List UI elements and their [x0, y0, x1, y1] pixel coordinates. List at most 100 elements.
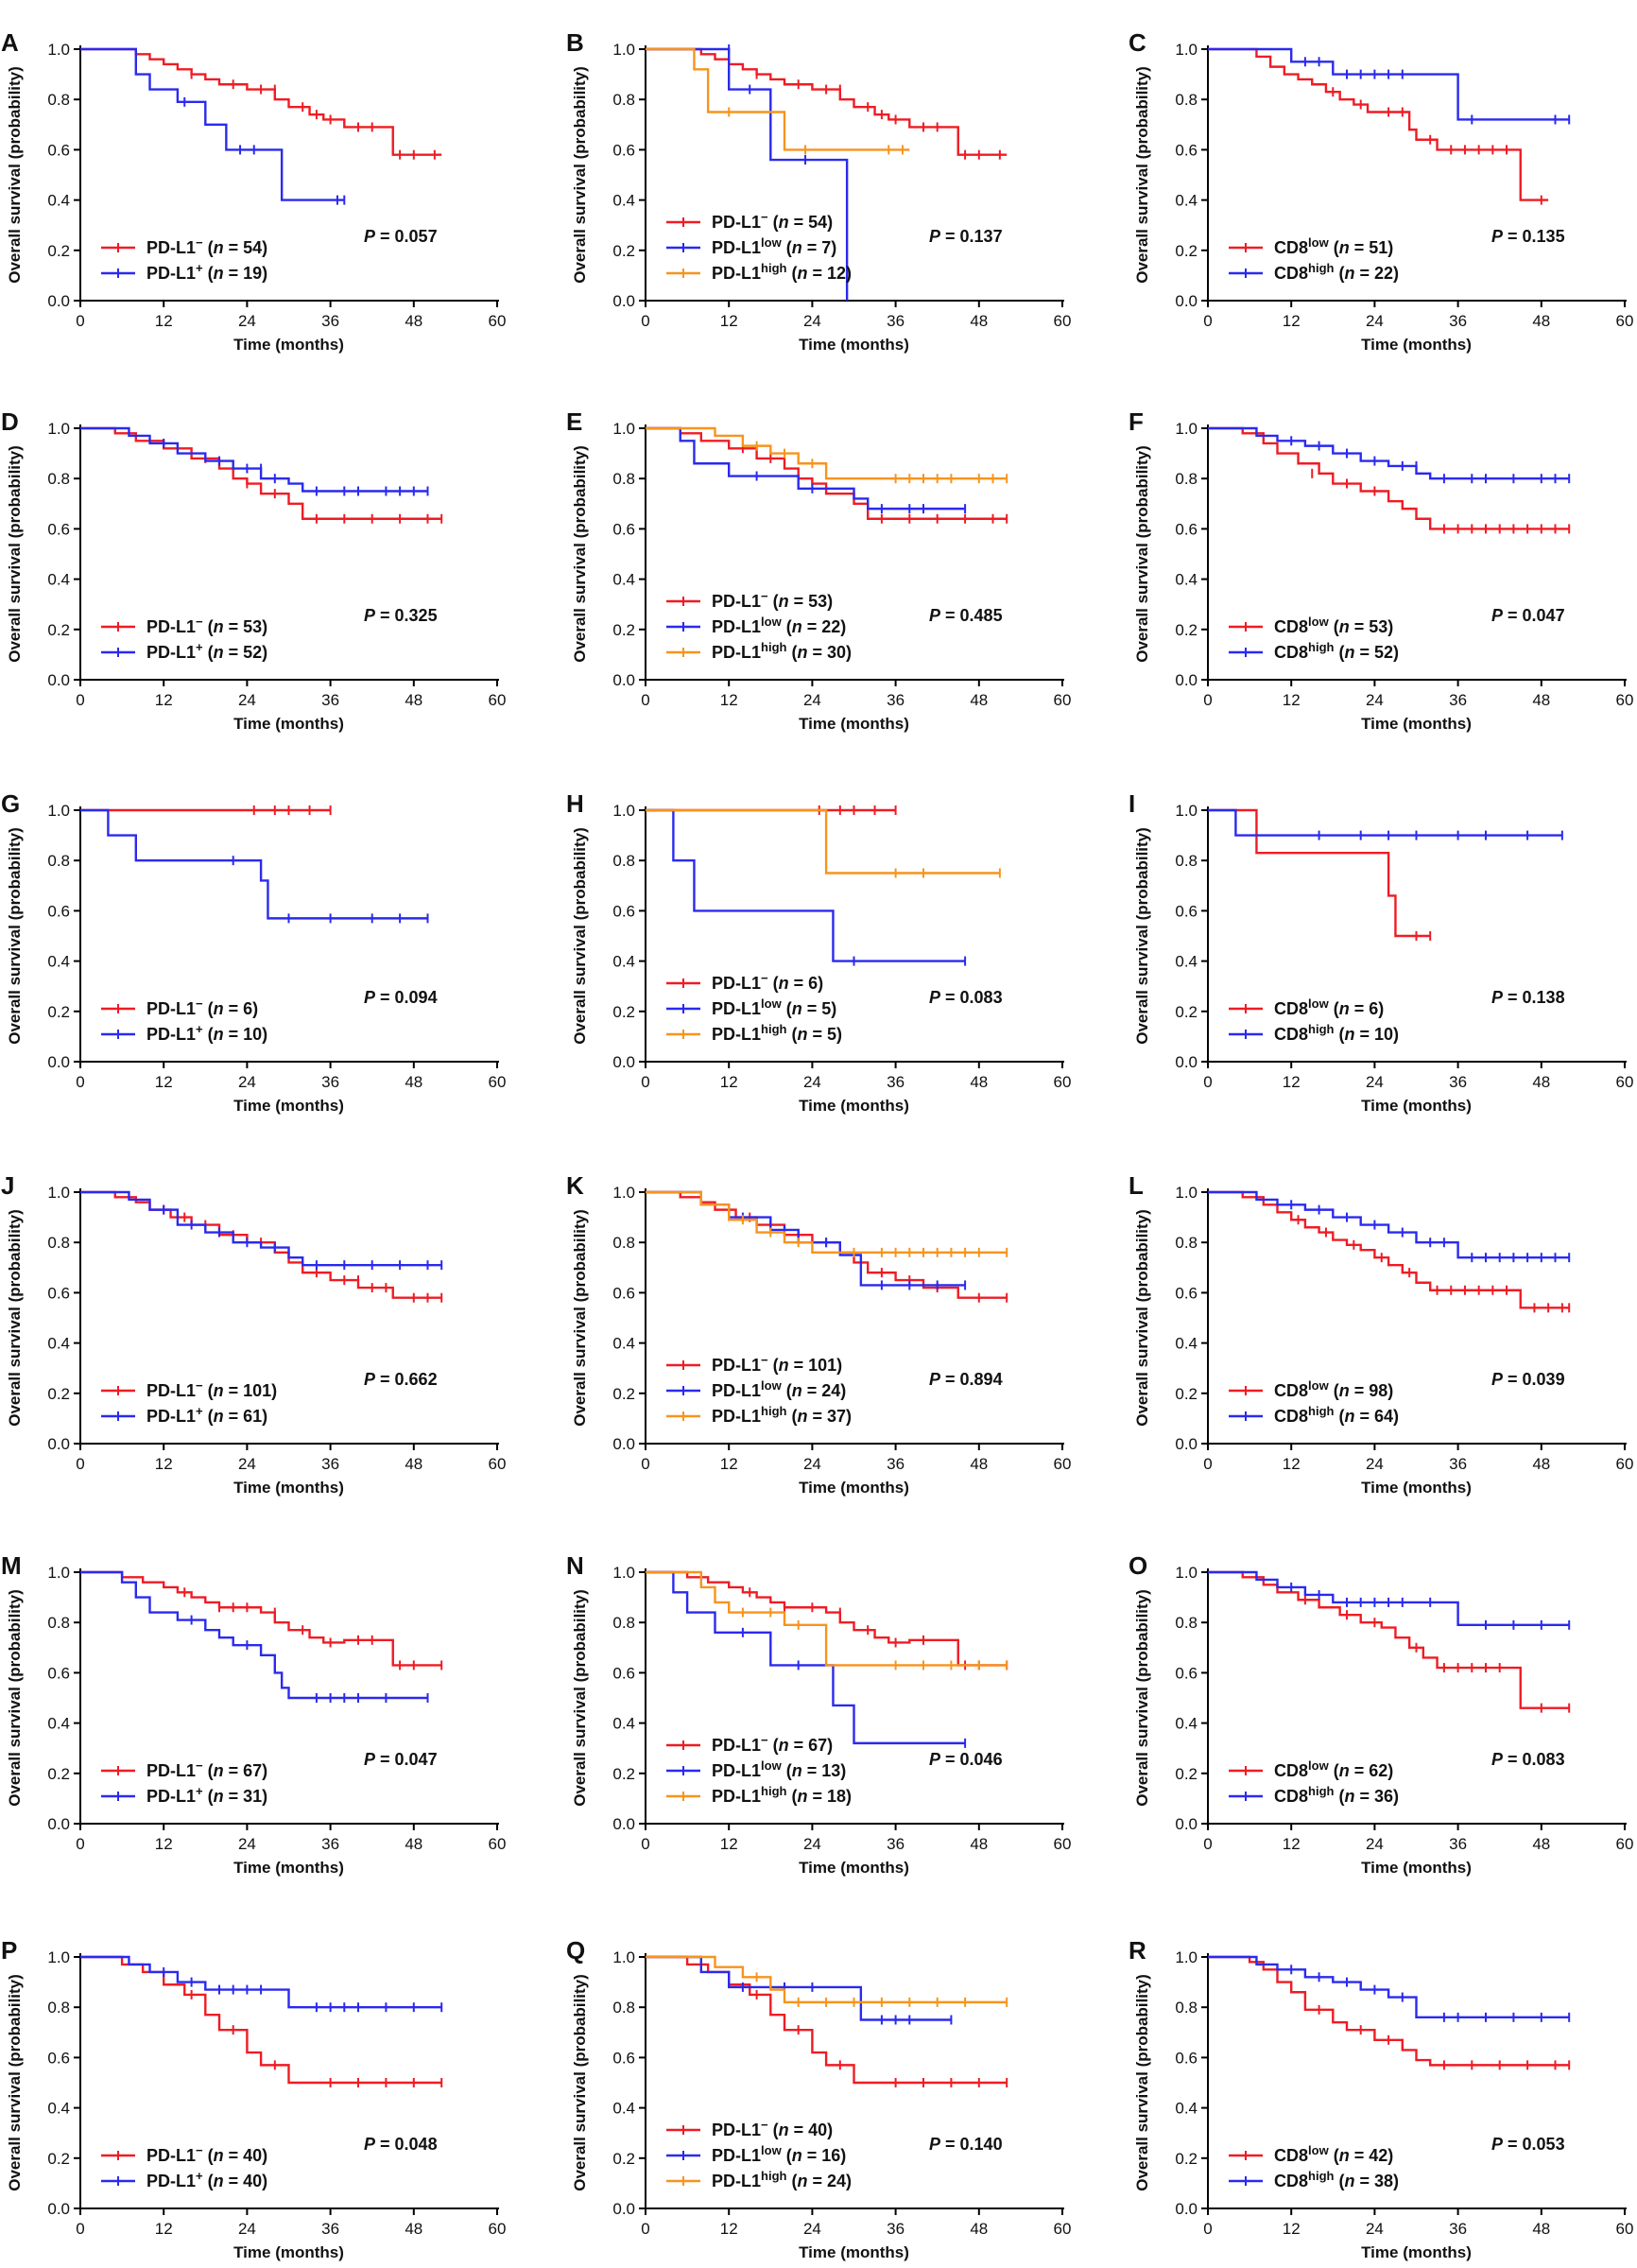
panel-letter: Q: [566, 1936, 585, 1965]
x-tick-label: 60: [1616, 691, 1634, 709]
series-cd8-low: CD8low (n = 6): [1208, 808, 1432, 1019]
x-tick-label: 24: [238, 1455, 256, 1473]
y-tick-label: 0.6: [612, 902, 635, 920]
y-tick-label: 0.0: [612, 671, 635, 689]
y-tick-label: 0.4: [612, 571, 635, 589]
p-value: P = 0.138: [1491, 988, 1565, 1007]
y-tick-label: 0.8: [47, 1999, 70, 2017]
x-tick-label: 0: [641, 691, 649, 709]
legend-label: PD-L1− (n = 40): [712, 2118, 833, 2140]
x-tick-label: 24: [1366, 691, 1384, 709]
series-cd8-low: CD8low (n = 98): [1208, 1190, 1571, 1400]
series-pdl1-neg: PD-L1− (n = 40): [646, 1955, 1008, 2140]
x-tick-label: 24: [1366, 1455, 1384, 1473]
x-tick-label: 60: [1054, 691, 1072, 709]
series-pdl1-low: PD-L1low (n = 5): [646, 808, 967, 1018]
y-tick-label: 0.8: [612, 470, 635, 488]
p-value: P = 0.485: [929, 606, 1003, 625]
y-tick-label: 1.0: [612, 41, 635, 59]
x-tick-label: 12: [1283, 1073, 1301, 1091]
x-tick-label: 12: [720, 1455, 738, 1473]
panel-letter: O: [1129, 1551, 1147, 1580]
x-tick-label: 0: [1203, 1835, 1212, 1853]
legend-label: CD8low (n = 51): [1274, 235, 1393, 258]
survival-curve: [80, 1570, 442, 1667]
series-pdl1-low: PD-L1low (n = 13): [646, 1570, 967, 1781]
y-tick-label: 1.0: [1175, 1184, 1198, 1202]
x-tick-label: 36: [887, 691, 905, 709]
x-tick-label: 12: [1283, 312, 1301, 330]
y-tick-label: 0.6: [47, 2049, 70, 2067]
y-tick-label: 0.2: [47, 2150, 70, 2168]
panel-letter: E: [566, 407, 582, 436]
y-tick-label: 1.0: [47, 1564, 70, 1582]
x-tick-label: 48: [970, 1455, 988, 1473]
x-axis-label: Time (months): [1361, 715, 1472, 733]
km-panel-k: K 0.0 0.2 0.4 0.6 0.8 1.0 0 12 24 36 48 60 Time (mont…: [566, 1171, 1071, 1497]
x-tick-label: 0: [641, 312, 649, 330]
x-tick-label: 36: [321, 1835, 339, 1853]
series-pdl1-neg: PD-L1− (n = 54): [646, 47, 1008, 232]
x-axis-label: Time (months): [799, 1097, 909, 1115]
y-tick-label: 1.0: [1175, 802, 1198, 820]
y-tick-label: 0.6: [612, 1664, 635, 1682]
legend-label: CD8high (n = 22): [1274, 261, 1399, 284]
y-tick-label: 0.2: [612, 1385, 635, 1403]
y-tick-label: 0.6: [47, 520, 70, 538]
y-tick-label: 0.2: [1175, 2150, 1198, 2168]
y-tick-label: 0.0: [612, 1815, 635, 1833]
series-pdl1-neg: PD-L1− (n = 67): [646, 1570, 1008, 1755]
y-tick-label: 0.0: [612, 292, 635, 310]
x-axis-label: Time (months): [233, 1859, 344, 1877]
panel-letter: D: [1, 407, 19, 436]
x-tick-label: 48: [970, 2220, 988, 2238]
y-axis-label: Overall survival (probability): [1133, 1974, 1151, 2191]
survival-curve: [1208, 426, 1570, 480]
panel-letter: G: [1, 789, 20, 818]
p-value: P = 0.094: [364, 988, 438, 1007]
x-tick-label: 60: [1616, 1073, 1634, 1091]
series-cd8-low: CD8low (n = 62): [1208, 1570, 1571, 1780]
x-tick-label: 60: [489, 691, 507, 709]
x-axis-label: Time (months): [233, 715, 344, 733]
y-tick-label: 1.0: [612, 802, 635, 820]
series-cd8-low: CD8low (n = 51): [1208, 47, 1549, 258]
x-tick-label: 0: [1203, 691, 1212, 709]
y-tick-label: 1.0: [1175, 1948, 1198, 1966]
x-tick-label: 48: [1532, 691, 1550, 709]
panel-letter: K: [566, 1171, 584, 1200]
p-value: P = 0.046: [929, 1750, 1003, 1769]
y-tick-label: 0.2: [612, 2150, 635, 2168]
x-tick-label: 60: [489, 312, 507, 330]
x-axis-label: Time (months): [233, 336, 344, 354]
x-tick-label: 0: [1203, 312, 1212, 330]
y-tick-label: 0.2: [612, 621, 635, 639]
x-tick-label: 48: [405, 1835, 422, 1853]
series-pdl1-neg: PD-L1− (n = 101): [80, 1190, 443, 1400]
legend-label: PD-L1− (n = 54): [146, 235, 267, 258]
y-tick-label: 0.8: [47, 470, 70, 488]
legend-label: CD8low (n = 6): [1274, 996, 1384, 1019]
x-tick-label: 0: [641, 1455, 649, 1473]
x-axis-label: Time (months): [1361, 1859, 1472, 1877]
km-panel-j: J 0.0 0.2 0.4 0.6 0.8 1.0 0 12 24 36 48 60 Time (mont…: [1, 1171, 506, 1497]
x-tick-label: 12: [720, 2220, 738, 2238]
series-pdl1-pos: PD-L1+ (n = 10): [80, 808, 429, 1044]
x-tick-label: 12: [155, 312, 173, 330]
x-axis-label: Time (months): [1361, 1097, 1472, 1115]
legend-label: PD-L1low (n = 22): [712, 615, 846, 637]
y-axis-label: Overall survival (probability): [6, 445, 24, 663]
series-cd8-high: CD8high (n = 64): [1208, 1190, 1571, 1426]
y-tick-label: 1.0: [47, 41, 70, 59]
y-tick-label: 0.4: [612, 192, 635, 210]
y-tick-label: 0.0: [47, 671, 70, 689]
x-tick-label: 48: [405, 2220, 422, 2238]
y-tick-label: 0.6: [47, 902, 70, 920]
x-tick-label: 48: [1532, 1455, 1550, 1473]
panel-letter: N: [566, 1551, 584, 1580]
legend-label: PD-L1− (n = 6): [712, 971, 823, 994]
km-panel-p: P 0.0 0.2 0.4 0.6 0.8 1.0 0 12 24 36 48 60 Time (mont…: [1, 1936, 506, 2261]
legend-label: PD-L1low (n = 13): [712, 1758, 846, 1781]
x-axis-label: Time (months): [233, 2243, 344, 2261]
km-panel-a: A 0.0 0.2 0.4 0.6 0.8 1.0 0 12 24 36 48 60 Time (mont…: [1, 28, 506, 354]
